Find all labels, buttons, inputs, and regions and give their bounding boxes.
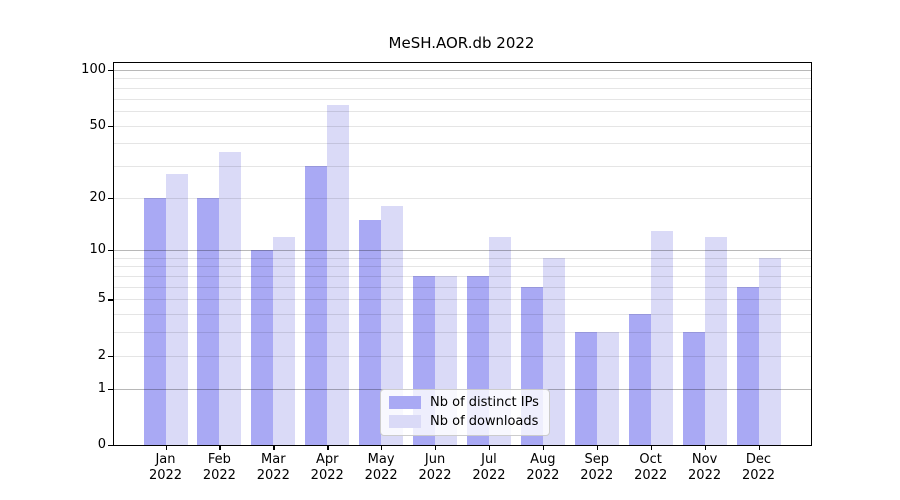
x-tick [758, 445, 760, 450]
minor-gridline [114, 165, 811, 167]
y-tick [108, 197, 113, 199]
bar-distinct-ips-nov [682, 332, 705, 445]
y-tick-label: 0 [97, 437, 106, 452]
x-tick-label-apr: Apr 2022 [310, 452, 344, 483]
legend-label-distinct-ips: Nb of distinct IPs [430, 395, 539, 410]
bar-distinct-ips-oct [628, 314, 651, 445]
major-gridline [114, 70, 811, 71]
minor-gridline [114, 266, 811, 268]
legend: Nb of distinct IPs Nb of downloads [380, 389, 550, 436]
bar-downloads-may [381, 205, 404, 445]
minor-gridline [114, 257, 811, 259]
minor-gridline [114, 299, 811, 301]
bar-distinct-ips-apr [305, 165, 328, 445]
y-tick-label: 100 [81, 62, 106, 77]
bar-downloads-mar [273, 236, 296, 445]
x-tick-label-may: May 2022 [364, 452, 398, 483]
minor-gridline [114, 143, 811, 145]
minor-gridline [114, 314, 811, 316]
x-tick [165, 445, 167, 450]
y-tick [108, 388, 113, 390]
x-tick-label-sep: Sep 2022 [580, 452, 614, 483]
bar-downloads-jan [165, 174, 188, 445]
x-tick-label-jul: Jul 2022 [472, 452, 506, 483]
minor-gridline [114, 98, 811, 100]
minor-gridline [114, 87, 811, 89]
y-tick [108, 70, 113, 72]
major-gridline [114, 250, 811, 252]
x-tick-label-feb: Feb 2022 [202, 452, 236, 483]
y-tick-label: 5 [97, 291, 106, 307]
y-tick [108, 125, 113, 127]
legend-label-downloads: Nb of downloads [430, 414, 539, 429]
chart-title: MeSH.AOR.db 2022 [388, 34, 535, 52]
bar-distinct-ips-sep [574, 332, 597, 445]
x-tick-label-mar: Mar 2022 [256, 452, 290, 483]
x-tick [381, 445, 383, 450]
bar-distinct-ips-jan [143, 197, 166, 445]
x-tick-label-aug: Aug 2022 [526, 452, 560, 483]
bar-downloads-oct [650, 230, 673, 445]
x-tick-label-nov: Nov 2022 [688, 452, 722, 483]
minor-gridline [114, 197, 811, 199]
minor-gridline [114, 355, 811, 357]
x-tick [542, 445, 545, 450]
y-tick-label: 1 [97, 380, 106, 396]
x-tick-label-jan: Jan 2022 [148, 452, 183, 483]
bar-downloads-feb [219, 151, 242, 445]
x-tick [219, 445, 221, 450]
x-tick [704, 445, 706, 450]
minor-gridline [114, 78, 811, 80]
x-tick [650, 445, 652, 450]
legend-item-downloads: Nb of downloads [389, 414, 539, 429]
legend-swatch-downloads-icon [389, 415, 421, 428]
y-tick [108, 250, 113, 252]
x-tick-label-jun: Jun 2022 [418, 452, 452, 483]
bar-downloads-apr [327, 104, 350, 445]
x-tick [488, 445, 491, 450]
minor-gridline [114, 110, 811, 112]
x-tick [273, 445, 275, 450]
y-tick [108, 299, 113, 301]
minor-gridline [114, 332, 811, 334]
minor-gridline [114, 125, 811, 127]
x-tick-label-dec: Dec 2022 [741, 452, 776, 483]
y-tick [108, 445, 113, 447]
x-tick [327, 445, 329, 450]
bar-downloads-sep [596, 332, 619, 445]
y-tick-label: 10 [89, 242, 106, 258]
bar-downloads-dec [758, 257, 781, 445]
bar-distinct-ips-feb [197, 197, 220, 445]
minor-gridline [114, 276, 811, 278]
legend-swatch-distinct-ips-icon [389, 396, 421, 409]
y-tick-label: 20 [89, 189, 106, 205]
y-tick [108, 355, 113, 358]
minor-gridline [114, 286, 811, 288]
x-tick [435, 445, 437, 450]
legend-item-distinct-ips: Nb of distinct IPs [389, 395, 539, 410]
x-tick [596, 445, 599, 450]
x-tick-label-oct: Oct 2022 [634, 452, 668, 483]
plot-area [113, 62, 812, 446]
y-tick-label: 2 [97, 347, 106, 363]
bar-distinct-ips-mar [251, 250, 274, 445]
y-tick-label: 50 [89, 117, 106, 133]
bar-distinct-ips-dec [736, 286, 759, 445]
bar-distinct-ips-may [359, 219, 382, 445]
bar-downloads-nov [704, 236, 727, 445]
